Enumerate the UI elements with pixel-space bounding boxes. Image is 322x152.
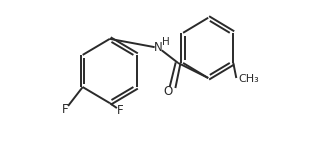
Text: H: H — [162, 37, 169, 47]
Text: F: F — [117, 104, 123, 117]
Text: N: N — [154, 41, 163, 54]
Text: O: O — [164, 85, 173, 98]
Text: CH₃: CH₃ — [239, 74, 260, 84]
Text: F: F — [62, 103, 69, 116]
